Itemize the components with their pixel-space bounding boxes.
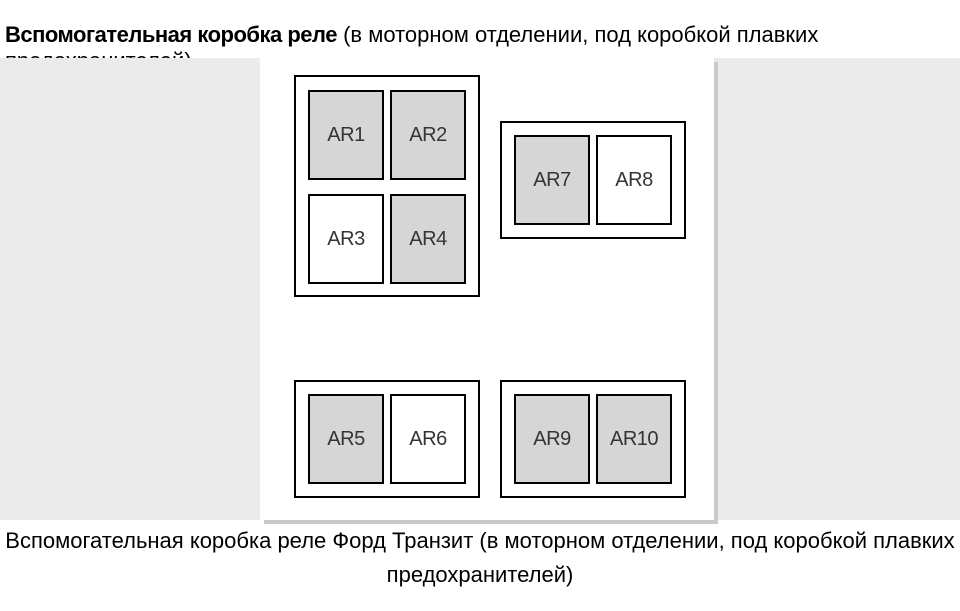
relay-slot-ar7: AR7: [514, 135, 590, 225]
relay-slot-ar4: AR4: [390, 194, 466, 284]
relay-slot-ar3: AR3: [308, 194, 384, 284]
caption: Вспомогательная коробка реле Форд Транзи…: [0, 524, 960, 592]
relay-slot-ar8: AR8: [596, 135, 672, 225]
heading-bold: Вспомогательная коробка реле: [5, 22, 337, 47]
relay-slot-ar1: AR1: [308, 90, 384, 180]
page-root: Вспомогательная коробка реле (в моторном…: [0, 0, 960, 611]
relay-block-2: AR7 AR8: [500, 121, 686, 239]
relay-slot-ar10: AR10: [596, 394, 672, 484]
relay-slot-ar6: AR6: [390, 394, 466, 484]
relay-panel: AR1 AR2 AR3 AR4 AR7 AR8 AR5 AR6 AR9 AR10: [260, 58, 714, 520]
relay-block-4: AR9 AR10: [500, 380, 686, 498]
relay-slot-ar2: AR2: [390, 90, 466, 180]
relay-slot-ar5: AR5: [308, 394, 384, 484]
diagram-region: AR1 AR2 AR3 AR4 AR7 AR8 AR5 AR6 AR9 AR10: [0, 58, 960, 520]
relay-block-1: AR1 AR2 AR3 AR4: [294, 75, 480, 297]
relay-slot-ar9: AR9: [514, 394, 590, 484]
relay-block-3: AR5 AR6: [294, 380, 480, 498]
